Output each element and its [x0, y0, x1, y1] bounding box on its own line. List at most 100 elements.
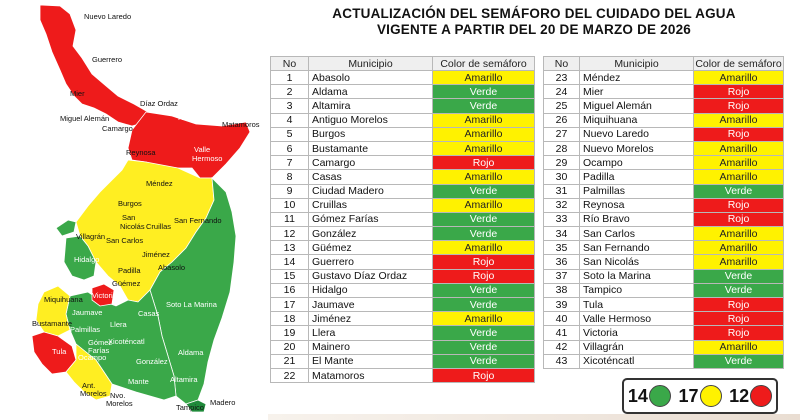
- semaforo-color-cell: Verde: [693, 282, 784, 299]
- municipio-name: Mainero: [308, 339, 433, 355]
- semaforo-table-left: No Municipio Color de semáforo 1 Abasolo A…: [270, 56, 535, 384]
- municipio-name: Miquihuana: [579, 112, 694, 128]
- map-label-soto-la-marina: Soto La Marina: [166, 300, 218, 309]
- semaforo-color-cell: Amarillo: [432, 311, 535, 327]
- semaforo-color-cell: Verde: [432, 296, 535, 313]
- row-number: 37: [543, 268, 580, 284]
- row-number: 9: [270, 183, 309, 199]
- decorative-bottom-strip: [268, 414, 800, 420]
- map-label-abasolo: Abasolo: [158, 263, 185, 272]
- table-row: 11 Gómez Farías Verde: [270, 211, 535, 228]
- map-label-morelos2: Morelos: [106, 399, 133, 408]
- map-label-matamoros: Matamoros: [222, 120, 260, 129]
- map-label-mier: Mier: [70, 89, 85, 98]
- row-number: 23: [543, 69, 580, 86]
- municipio-name: San Nicolás: [579, 254, 694, 270]
- semaforo-color-cell: Amarillo: [693, 339, 784, 355]
- map-label-guemez: Güémez: [112, 279, 141, 288]
- municipio-name: Nuevo Morelos: [579, 140, 694, 157]
- map-label-burgos: Burgos: [118, 199, 142, 208]
- row-number: 11: [270, 211, 309, 228]
- map-label-llera: Llera: [110, 320, 128, 329]
- map-label-ocampo: Ocampo: [78, 353, 106, 362]
- map-label-jaumave: Jaumave: [72, 308, 102, 317]
- map-label-gonzalez: González: [136, 357, 168, 366]
- municipio-name: Burgos: [308, 126, 433, 142]
- map-label-nvo: Nvo.: [110, 391, 125, 400]
- map-label-rio-bravo: Río Bravo: [178, 113, 211, 122]
- semaforo-color-cell: Verde: [693, 183, 784, 199]
- map-label-tula: Tula: [52, 347, 67, 356]
- table-row: 21 El Mante Verde: [270, 353, 535, 369]
- table-row: 14 Guerrero Rojo: [270, 254, 535, 270]
- semaforo-color-cell: Rojo: [693, 98, 784, 114]
- row-number: 33: [543, 211, 580, 228]
- municipio-name: Matamoros: [308, 367, 433, 384]
- map-label-altamira: Altamira: [170, 375, 198, 384]
- map-label-bustamante: Bustamante: [32, 319, 72, 328]
- table-row: 15 Gustavo Díaz Ordaz Rojo: [270, 268, 535, 284]
- row-number: 40: [543, 311, 580, 327]
- table-row: 20 Mainero Verde: [270, 339, 535, 355]
- table-row: 6 Bustamante Amarillo: [270, 140, 535, 157]
- table-row: 30 Padilla Amarillo: [543, 169, 784, 185]
- legend-item-green: 14: [628, 385, 671, 407]
- table-row: 2 Aldama Verde: [270, 84, 535, 100]
- semaforo-color-cell: Amarillo: [693, 155, 784, 171]
- map-label-nuevo-laredo: Nuevo Laredo: [84, 12, 131, 21]
- semaforo-table-right: No Municipio Color de semáforo 23 Méndez A…: [543, 56, 784, 369]
- row-number: 29: [543, 155, 580, 171]
- municipio-name: Gómez Farías: [308, 211, 433, 228]
- row-number: 1: [270, 69, 309, 86]
- municipio-name: Valle Hermoso: [579, 311, 694, 327]
- municipio-name: González: [308, 226, 433, 242]
- row-number: 8: [270, 169, 309, 185]
- table-row: 22 Matamoros Rojo: [270, 367, 535, 384]
- page-title: ACTUALIZACIÓN DEL SEMÁFORO DEL CUIDADO D…: [332, 6, 736, 21]
- semaforo-color-cell: Verde: [432, 339, 535, 355]
- table-row: 41 Victoria Rojo: [543, 325, 784, 341]
- map-label-cruillas: Cruillas: [146, 222, 171, 231]
- semaforo-color-cell: Verde: [432, 84, 535, 100]
- municipio-name: Palmillas: [579, 183, 694, 199]
- map-label-nicolas: Nicolás: [120, 222, 145, 231]
- semaforo-color-cell: Amarillo: [693, 69, 784, 86]
- map-label-miguel-aleman: Miguel Alemán: [60, 114, 109, 123]
- municipio-name: Güémez: [308, 240, 433, 256]
- semaforo-color-cell: Amarillo: [693, 112, 784, 128]
- semaforo-color-cell: Verde: [432, 211, 535, 228]
- semaforo-color-cell: Verde: [432, 98, 535, 114]
- map-label-farias: Farías: [88, 346, 110, 355]
- map-label-mendez: Méndez: [146, 179, 173, 188]
- map-label-camargo: Camargo: [102, 124, 133, 133]
- legend-count-green: 14: [627, 385, 648, 406]
- municipio-name: Aldama: [308, 84, 433, 100]
- row-number: 22: [270, 367, 309, 384]
- row-number: 35: [543, 240, 580, 256]
- municipio-name: Río Bravo: [579, 211, 694, 228]
- row-number: 17: [270, 296, 309, 313]
- map-label-valle: Valle: [194, 145, 210, 154]
- map-label-ant: Ant.: [82, 381, 95, 390]
- row-number: 3: [270, 98, 309, 114]
- table-row: 31 Palmillas Verde: [543, 183, 784, 199]
- map-label-aldama: Aldama: [178, 348, 204, 357]
- semaforo-color-cell: Rojo: [693, 311, 784, 327]
- map-region-victoria-red: [91, 283, 115, 307]
- map-region-south-yellow: [65, 343, 113, 401]
- semaforo-color-cell: Rojo: [693, 325, 784, 341]
- municipio-name: Villagrán: [579, 339, 694, 355]
- map-label-padilla: Padilla: [118, 266, 141, 275]
- row-number: 15: [270, 268, 309, 284]
- row-number: 43: [543, 353, 580, 369]
- semaforo-color-cell: Verde: [432, 282, 535, 299]
- municipio-name: Antiguo Morelos: [308, 112, 433, 128]
- row-number: 41: [543, 325, 580, 341]
- semaforo-color-cell: Amarillo: [432, 69, 535, 86]
- table-row: 23 Méndez Amarillo: [543, 69, 784, 86]
- row-number: 21: [270, 353, 309, 369]
- map-label-san-carlos: San Carlos: [106, 236, 143, 245]
- table-row: 40 Valle Hermoso Rojo: [543, 311, 784, 327]
- map-region-villagran-green: [55, 219, 77, 237]
- municipio-name: San Carlos: [579, 226, 694, 242]
